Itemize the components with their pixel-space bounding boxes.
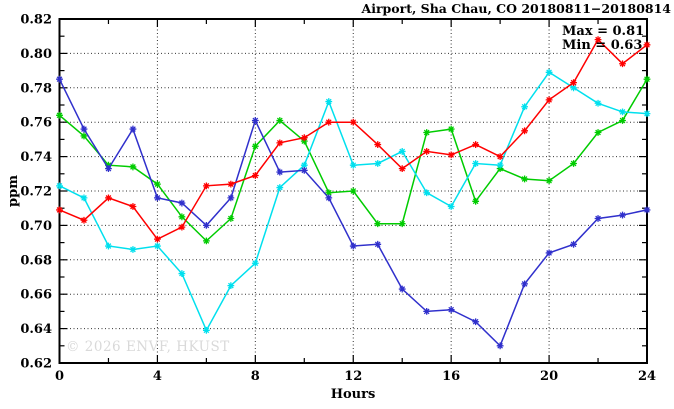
x-tick-label: 20 (540, 369, 558, 384)
x-tick-label: 4 (153, 369, 162, 384)
y-tick-label: 0.74 (20, 150, 52, 165)
x-tick-label: 16 (442, 369, 460, 384)
y-tick-label: 0.80 (20, 47, 52, 62)
y-tick-label: 0.70 (20, 219, 52, 234)
series-cyan-markers (56, 68, 651, 334)
series-red-line (59, 38, 648, 241)
chart-title: Airport, Sha Chau, CO 20180811−20180814 (361, 1, 672, 16)
y-tick-label: 0.76 (20, 116, 52, 131)
y-tick-label: 0.66 (20, 288, 52, 303)
series-blue-markers (56, 75, 651, 350)
x-axis-title: Hours (330, 387, 376, 402)
y-tick-label: 0.62 (20, 357, 52, 372)
x-tick-label: 24 (638, 369, 656, 384)
minmax-annotation: Max = 0.81 Min = 0.63 (562, 25, 644, 53)
max-annotation: Max = 0.81 (562, 24, 645, 39)
y-tick-label: 0.64 (20, 322, 52, 337)
series-red-markers (56, 36, 651, 243)
y-tick-label: 0.82 (20, 13, 52, 28)
min-annotation: Min = 0.63 (562, 38, 643, 53)
x-tick-label: 8 (251, 369, 260, 384)
watermark: © 2026 ENVF, HKUST (66, 339, 230, 355)
series-green-markers (56, 75, 651, 245)
y-axis-title: ppm (6, 175, 21, 207)
x-tick-label: 12 (344, 369, 362, 384)
y-tick-label: 0.68 (20, 253, 52, 268)
y-tick-label: 0.78 (20, 81, 52, 96)
y-tick-label: 0.72 (20, 185, 52, 200)
plot-frame (58, 18, 648, 364)
x-tick-label: 0 (55, 369, 64, 384)
